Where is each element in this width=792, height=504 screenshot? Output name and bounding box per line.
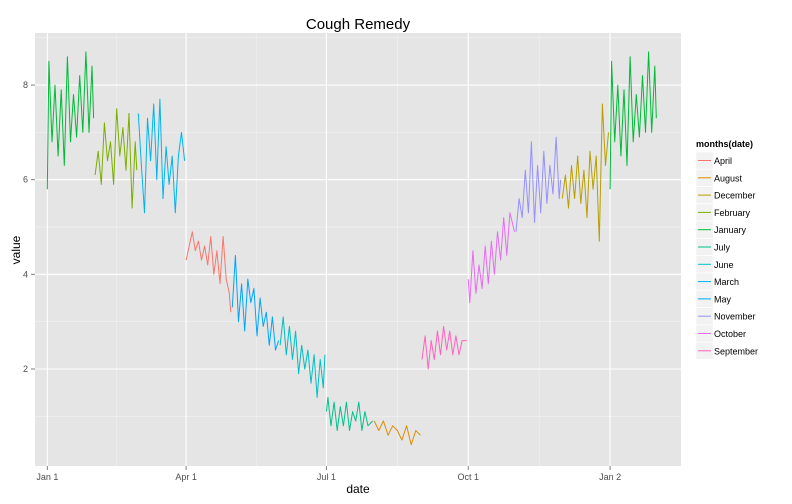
legend-item-march: March: [695, 272, 739, 291]
series-line-april: [185, 231, 232, 313]
legend-label: August: [714, 173, 743, 183]
y-tick-label: 4: [23, 269, 28, 279]
x-tick-label: Jul 1: [317, 472, 336, 482]
series-line-june: [279, 316, 326, 398]
legend-item-june: June: [695, 255, 734, 274]
series-line-march: [137, 98, 186, 214]
series-line-october: [467, 212, 515, 304]
x-tick-label: Jan 1: [36, 472, 58, 482]
minor-gridlines: [35, 33, 681, 466]
series-line-may: [231, 254, 280, 351]
legend-item-august: August: [695, 169, 743, 187]
legend-item-january: January: [695, 220, 747, 239]
legend-label: November: [714, 312, 756, 322]
y-tick-label: 8: [23, 80, 28, 90]
legend-item-february: February: [695, 203, 751, 222]
series-line-february: [94, 108, 138, 209]
x-tick-label: Apr 1: [175, 472, 197, 482]
series-line-december: [561, 103, 609, 242]
series-line-january: [609, 51, 657, 190]
plot-panel: [35, 33, 681, 466]
y-tick-label: 6: [23, 175, 28, 185]
legend-label: June: [714, 260, 734, 270]
legend-items: April August December February January July Ju…: [695, 151, 758, 360]
legend-label: September: [714, 346, 758, 356]
legend-item-december: December: [695, 186, 756, 204]
legend-label: April: [714, 156, 732, 166]
y-axis-title: value: [9, 235, 23, 264]
series-line-august: [373, 420, 421, 446]
series-line-january: [46, 51, 95, 190]
series-line-november: [515, 136, 562, 232]
series-lines: [46, 51, 657, 446]
series-line-july: [325, 396, 373, 431]
legend-item-may: May: [695, 290, 732, 308]
legend-item-october: October: [695, 324, 746, 343]
legend-item-april: April: [695, 151, 732, 170]
legend-label: February: [714, 208, 751, 218]
legend-item-september: September: [695, 342, 758, 360]
legend-label: December: [714, 191, 756, 201]
legend: months(date) April August December February…: [695, 139, 758, 360]
legend-label: October: [714, 329, 746, 339]
legend-item-july: July: [695, 238, 731, 256]
chart-title: Cough Remedy: [306, 16, 411, 33]
legend-title: months(date): [696, 139, 753, 149]
x-tick-label: Jan 2: [599, 472, 621, 482]
y-axis-ticks: 2 4 6 8: [23, 80, 35, 374]
legend-label: January: [714, 225, 747, 235]
y-tick-label: 2: [23, 364, 28, 374]
x-axis-ticks: Jan 1 Apr 1 Jul 1 Oct 1 Jan 2: [36, 466, 621, 482]
legend-label: July: [714, 243, 731, 253]
legend-label: March: [714, 277, 739, 287]
legend-label: May: [714, 294, 732, 304]
x-tick-label: Oct 1: [457, 472, 479, 482]
series-line-september: [421, 325, 467, 370]
legend-item-november: November: [695, 307, 756, 325]
x-axis-title: date: [346, 482, 370, 496]
